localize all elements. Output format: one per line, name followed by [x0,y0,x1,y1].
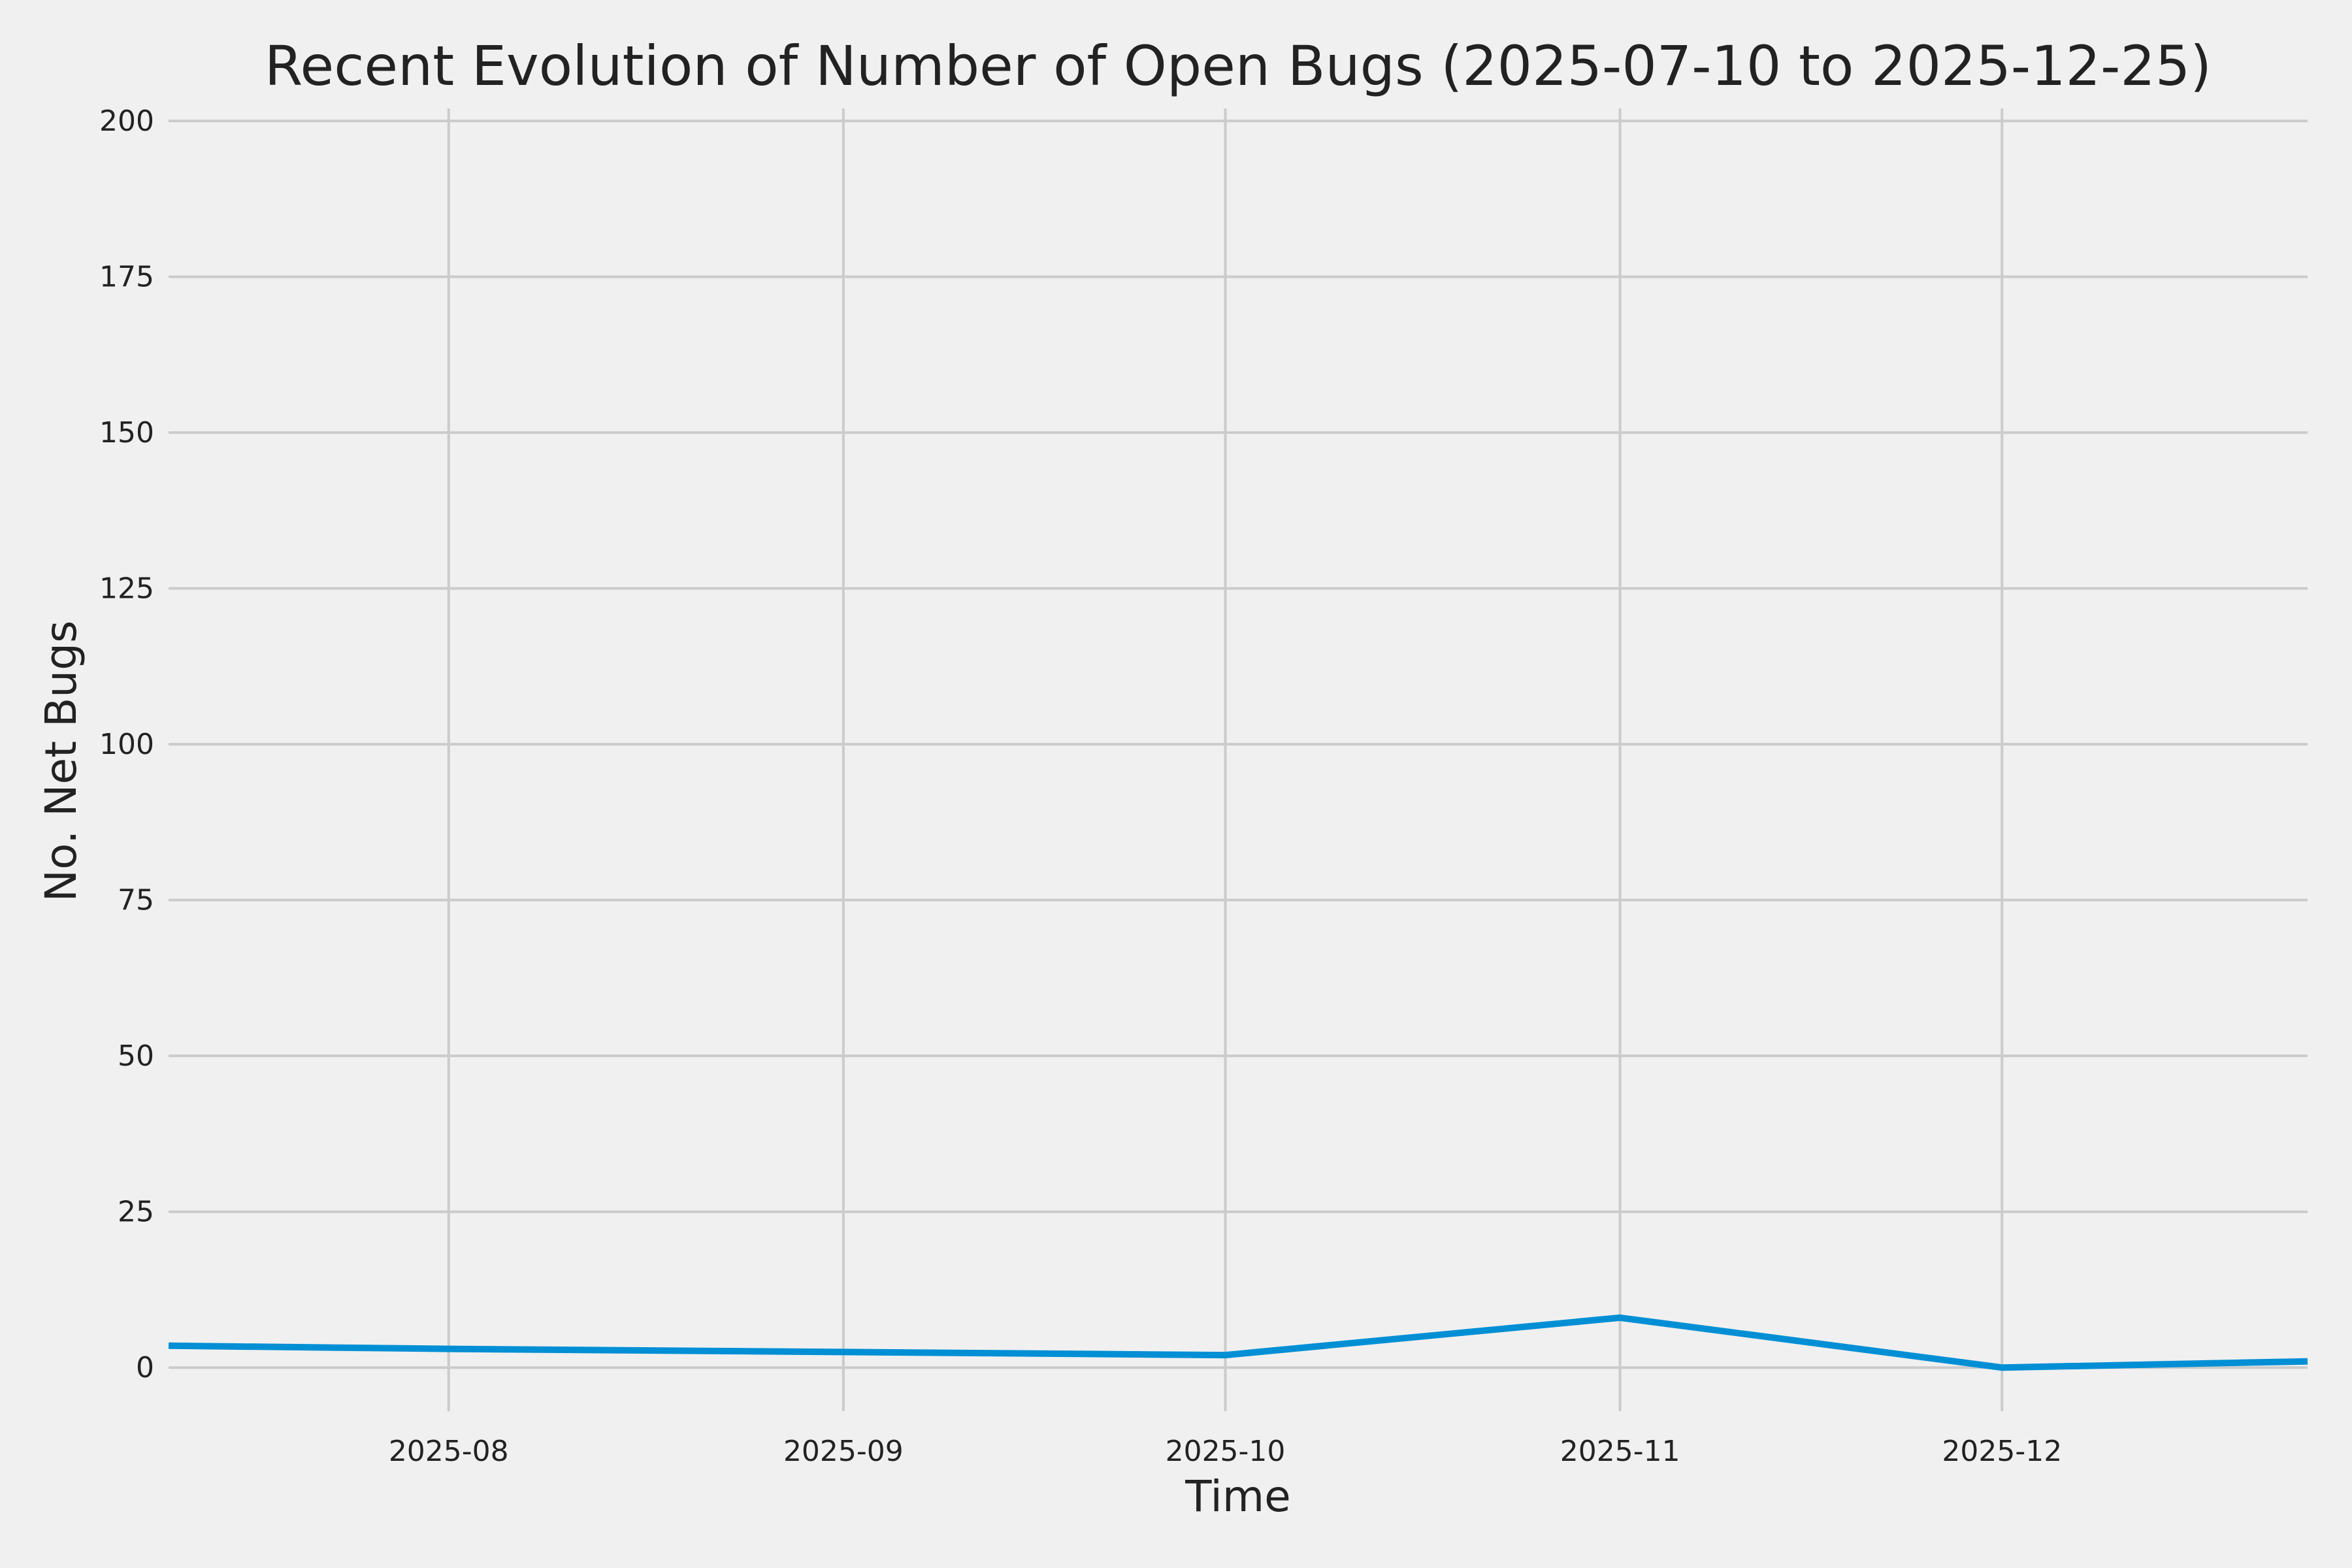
y-tick-label: 200 [99,105,154,138]
y-axis-label: No. Net Bugs [36,621,86,902]
x-axis-label: Time [1184,1471,1291,1522]
chart-title: Recent Evolution of Number of Open Bugs … [265,34,2212,98]
series-line [168,1314,2308,1371]
x-tick-label: 2025-12 [1942,1435,2062,1468]
x-tick-label: 2025-10 [1166,1435,1286,1468]
y-tick-label: 150 [99,416,154,449]
y-tick-label: 125 [99,572,154,606]
y-tick-label: 0 [136,1351,154,1384]
x-tick-label: 2025-09 [783,1435,904,1468]
y-tick-label: 25 [118,1196,154,1229]
x-tick-label: 2025-11 [1560,1435,1680,1468]
y-tick-label: 50 [118,1039,154,1073]
tick-labels: 0 25 50 75 100 125 150 175 200 2025-08 2025-09 2025… [99,105,2062,1468]
x-tick-label: 2025-08 [389,1435,509,1468]
series-layer [168,1314,2308,1371]
grid [169,108,2308,1411]
y-tick-label: 100 [99,728,154,761]
y-tick-label: 175 [99,261,154,294]
y-tick-label: 75 [118,884,154,917]
